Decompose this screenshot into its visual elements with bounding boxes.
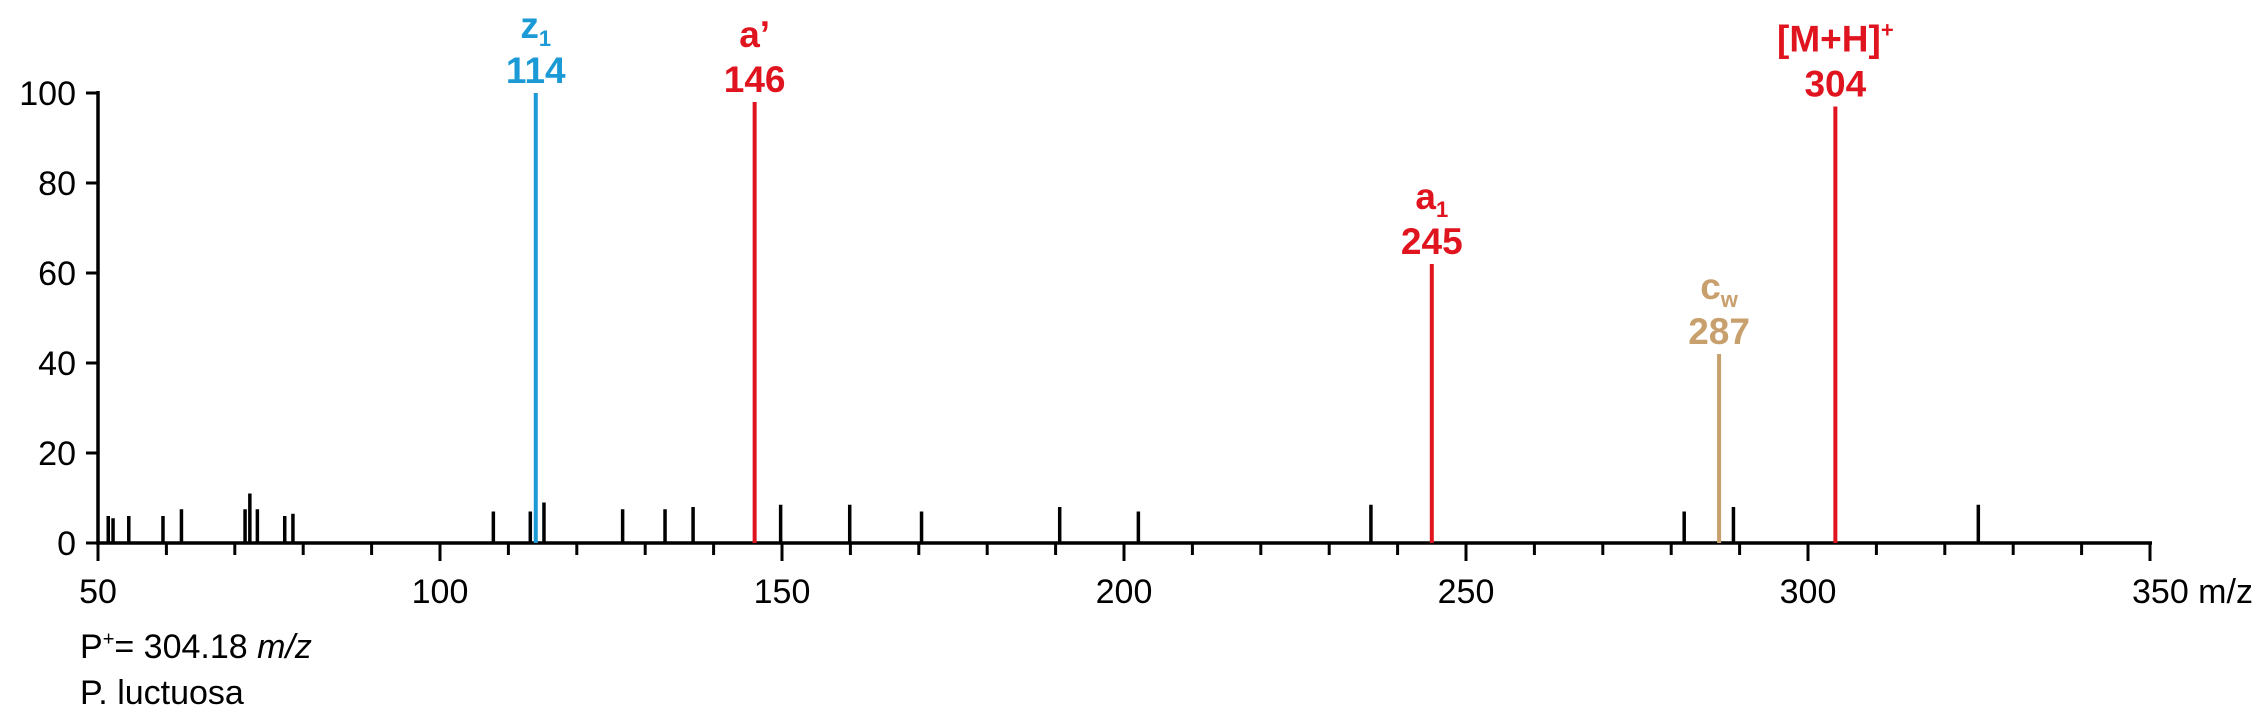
peak-ion-label: z1 [520, 5, 551, 51]
y-tick-label: 80 [38, 165, 76, 203]
precursor-prefix: P [80, 628, 103, 666]
y-axis: 0 20 40 60 80 100 [19, 75, 100, 563]
precursor-charge: + [102, 628, 115, 651]
peak-mz-label: 304 [1804, 64, 1866, 105]
y-tick-label: 100 [19, 75, 76, 113]
peak-mz-label: 146 [724, 59, 786, 100]
precursor-ion-note: P+= 304.18 m/z [80, 628, 312, 667]
peaks [106, 93, 1981, 543]
x-tick-label: 200 [1096, 573, 1153, 611]
species-name: P. luctuosa [80, 674, 244, 712]
precursor-value: = 304.18 [114, 628, 258, 666]
x-tick-label: 350 m/z [2132, 573, 2253, 611]
peak-ion-label: a1 [1415, 176, 1448, 222]
peak-mz-label: 287 [1688, 311, 1750, 352]
y-tick-label: 60 [38, 255, 76, 293]
x-tick-label: 300 [1780, 573, 1837, 611]
x-tick-label: 150 [754, 573, 811, 611]
x-tick-label: 100 [412, 573, 469, 611]
y-tick-label: 20 [38, 435, 76, 473]
x-tick-label: 50 [79, 573, 117, 611]
peak-ion-label: [M+H]+ [1777, 18, 1894, 60]
x-tick-label: 250 [1438, 573, 1495, 611]
x-axis: 50 100 150 200 250 300 350 m/z [79, 541, 2253, 611]
peak-ion-label: a’ [739, 14, 770, 55]
peak-mz-label: 114 [506, 50, 566, 91]
y-tick-label: 0 [57, 525, 76, 563]
y-tick-label: 40 [38, 345, 76, 383]
peak-mz-label: 245 [1401, 221, 1463, 262]
precursor-unit: m/z [257, 628, 312, 666]
peak-ion-label: cw [1700, 266, 1739, 312]
